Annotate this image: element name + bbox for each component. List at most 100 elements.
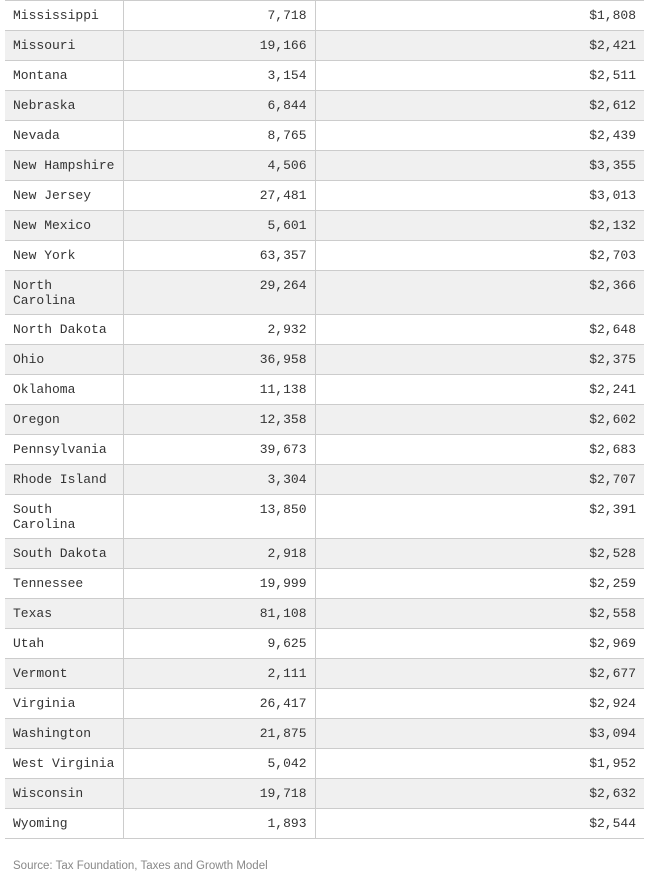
state-cell: Pennsylvania	[5, 434, 124, 465]
state-cell: North Dakota	[5, 314, 124, 345]
cost-cell: $2,439	[315, 120, 644, 151]
value-cell: 29,264	[123, 270, 316, 315]
table-row: Pennsylvania 39,673 $2,683	[5, 434, 644, 465]
value-cell: 19,166	[123, 30, 316, 61]
state-cell: Texas	[5, 598, 124, 629]
table-row: Montana 3,154 $2,511	[5, 60, 644, 91]
value-cell: 63,357	[123, 240, 316, 271]
value-cell: 6,844	[123, 90, 316, 121]
state-cell: Ohio	[5, 344, 124, 375]
state-cell: Rhode Island	[5, 464, 124, 495]
value-cell: 2,932	[123, 314, 316, 345]
table-row: South Carolina 13,850 $2,391	[5, 494, 644, 539]
state-cell: Nebraska	[5, 90, 124, 121]
cost-cell: $2,241	[315, 374, 644, 405]
cost-cell: $2,683	[315, 434, 644, 465]
cost-cell: $3,094	[315, 718, 644, 749]
table-row: North Carolina 29,264 $2,366	[5, 270, 644, 315]
table-row: Nevada 8,765 $2,439	[5, 120, 644, 151]
cost-cell: $2,132	[315, 210, 644, 241]
table-row: New Mexico 5,601 $2,132	[5, 210, 644, 241]
table-row: West Virginia 5,042 $1,952	[5, 748, 644, 779]
source-note: Source: Tax Foundation, Taxes and Growth…	[13, 860, 268, 872]
state-cell: North Carolina	[5, 270, 124, 315]
table-row: Missouri 19,166 $2,421	[5, 30, 644, 61]
table-row: Washington 21,875 $3,094	[5, 718, 644, 749]
state-cell: New Hampshire	[5, 150, 124, 181]
value-cell: 3,154	[123, 60, 316, 91]
cost-cell: $2,528	[315, 538, 644, 569]
state-cell: Oregon	[5, 404, 124, 435]
cost-cell: $2,544	[315, 808, 644, 839]
cost-cell: $3,013	[315, 180, 644, 211]
state-cell: Missouri	[5, 30, 124, 61]
value-cell: 26,417	[123, 688, 316, 719]
value-cell: 19,999	[123, 568, 316, 599]
cost-cell: $2,612	[315, 90, 644, 121]
table-row: Oregon 12,358 $2,602	[5, 404, 644, 435]
state-cell: New Jersey	[5, 180, 124, 211]
value-cell: 1,893	[123, 808, 316, 839]
cost-cell: $2,558	[315, 598, 644, 629]
state-cell: Utah	[5, 628, 124, 659]
cost-cell: $2,924	[315, 688, 644, 719]
state-cell: Vermont	[5, 658, 124, 689]
value-cell: 7,718	[123, 0, 316, 31]
cost-cell: $2,632	[315, 778, 644, 809]
table-row: New York 63,357 $2,703	[5, 240, 644, 271]
cost-cell: $2,707	[315, 464, 644, 495]
state-cell: West Virginia	[5, 748, 124, 779]
cost-cell: $1,952	[315, 748, 644, 779]
value-cell: 39,673	[123, 434, 316, 465]
state-cell: Nevada	[5, 120, 124, 151]
table-row: Texas 81,108 $2,558	[5, 598, 644, 629]
state-cell: Oklahoma	[5, 374, 124, 405]
value-cell: 19,718	[123, 778, 316, 809]
value-cell: 9,625	[123, 628, 316, 659]
value-cell: 21,875	[123, 718, 316, 749]
table-row: North Dakota 2,932 $2,648	[5, 314, 644, 345]
cost-cell: $2,391	[315, 494, 644, 539]
value-cell: 4,506	[123, 150, 316, 181]
state-data-table: Mississippi 7,718 $1,808 Missouri 19,166 $2,4…	[5, 0, 644, 839]
state-cell: South Carolina	[5, 494, 124, 539]
table-row: Nebraska 6,844 $2,612	[5, 90, 644, 121]
cost-cell: $2,366	[315, 270, 644, 315]
table-row: Wyoming 1,893 $2,544	[5, 808, 644, 839]
table-row: Mississippi 7,718 $1,808	[5, 0, 644, 31]
cost-cell: $2,511	[315, 60, 644, 91]
cost-cell: $2,602	[315, 404, 644, 435]
table-row: Utah 9,625 $2,969	[5, 628, 644, 659]
cost-cell: $2,648	[315, 314, 644, 345]
cost-cell: $2,421	[315, 30, 644, 61]
table-body: Mississippi 7,718 $1,808 Missouri 19,166 $2,4…	[5, 0, 644, 839]
table-row: Rhode Island 3,304 $2,707	[5, 464, 644, 495]
value-cell: 36,958	[123, 344, 316, 375]
table-row: New Jersey 27,481 $3,013	[5, 180, 644, 211]
cost-cell: $3,355	[315, 150, 644, 181]
cost-cell: $1,808	[315, 0, 644, 31]
table-row: Virginia 26,417 $2,924	[5, 688, 644, 719]
table-row: New Hampshire 4,506 $3,355	[5, 150, 644, 181]
state-cell: South Dakota	[5, 538, 124, 569]
state-cell: Washington	[5, 718, 124, 749]
value-cell: 2,111	[123, 658, 316, 689]
state-cell: Virginia	[5, 688, 124, 719]
value-cell: 11,138	[123, 374, 316, 405]
table-row: Tennessee 19,999 $2,259	[5, 568, 644, 599]
table-row: Vermont 2,111 $2,677	[5, 658, 644, 689]
cost-cell: $2,375	[315, 344, 644, 375]
value-cell: 3,304	[123, 464, 316, 495]
cost-cell: $2,969	[315, 628, 644, 659]
state-cell: New York	[5, 240, 124, 271]
value-cell: 5,042	[123, 748, 316, 779]
state-cell: Mississippi	[5, 0, 124, 31]
table-row: Wisconsin 19,718 $2,632	[5, 778, 644, 809]
value-cell: 8,765	[123, 120, 316, 151]
value-cell: 81,108	[123, 598, 316, 629]
state-cell: Wisconsin	[5, 778, 124, 809]
cost-cell: $2,259	[315, 568, 644, 599]
cost-cell: $2,703	[315, 240, 644, 271]
state-cell: Montana	[5, 60, 124, 91]
value-cell: 13,850	[123, 494, 316, 539]
